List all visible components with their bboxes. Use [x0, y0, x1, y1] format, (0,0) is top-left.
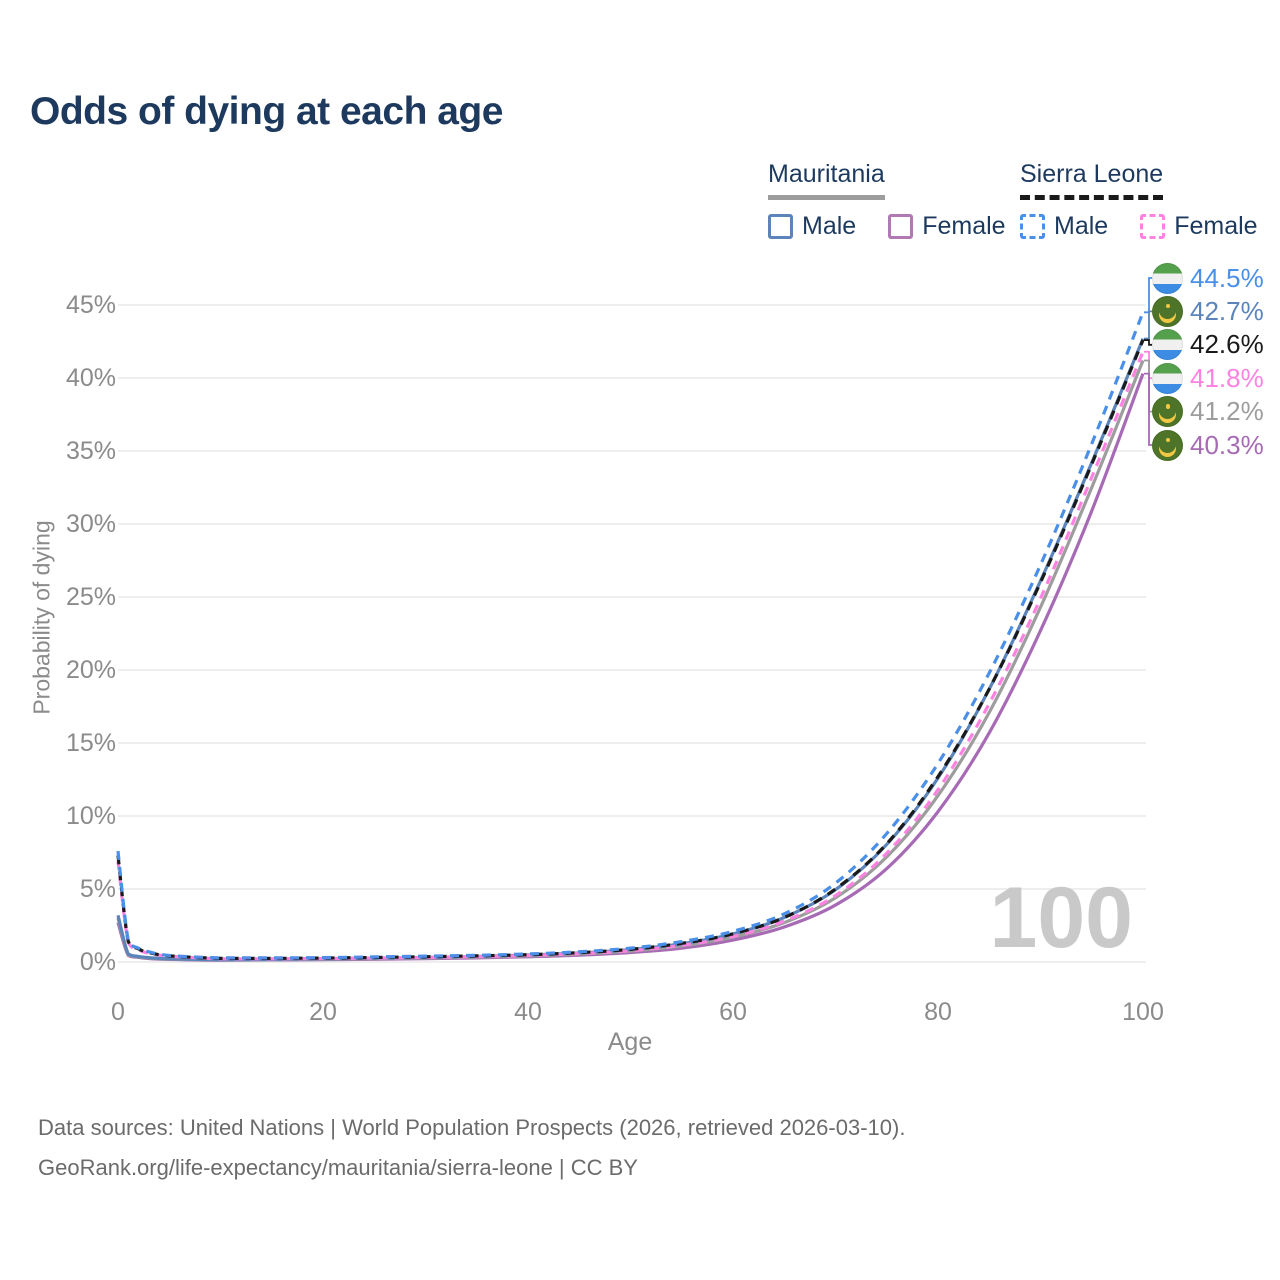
- connector-mr_both: [1144, 359, 1152, 413]
- end-value-label: 44.5%: [1190, 262, 1264, 293]
- legend-label-mauritania-male[interactable]: Male: [802, 212, 857, 240]
- legend-group-sierra-leone: Sierra Leone Male Female: [1020, 160, 1258, 241]
- x-tick-label: 40: [514, 998, 542, 1026]
- footer-sources: Data sources: United Nations | World Pop…: [38, 1115, 906, 1140]
- x-tick-label: 100: [1122, 998, 1164, 1026]
- end-label-sl_male: 44.5%: [1152, 262, 1264, 294]
- end-value-label: 42.6%: [1190, 329, 1264, 360]
- series-line-mr_male: [116, 337, 1145, 962]
- y-tick-label: 45%: [65, 291, 116, 319]
- series-line-sl_both: [116, 339, 1145, 960]
- legend-swatch-mauritania-female[interactable]: [888, 214, 914, 239]
- mauritania-flag-icon: [1152, 429, 1183, 461]
- y-tick-label: 30%: [65, 510, 116, 538]
- footer: Data sources: United Nations | World Pop…: [38, 1108, 905, 1188]
- flag-part: [1165, 303, 1170, 309]
- y-tick-label: 15%: [65, 729, 116, 757]
- sierra-leone-flag-icon: [1152, 329, 1183, 361]
- footer-url: GeoRank.org/life-expectancy/mauritania/s…: [38, 1155, 638, 1180]
- legend-swatch-mauritania-male[interactable]: [768, 214, 793, 239]
- connector-sl_both: [1144, 339, 1152, 346]
- y-axis-title: Probability of dying: [28, 520, 55, 715]
- legend-swatch-sierra-leone-female[interactable]: [1140, 214, 1166, 239]
- end-label-mr_female: 40.3%: [1152, 429, 1264, 461]
- end-value-label: 42.7%: [1190, 295, 1264, 326]
- flag-part: [1159, 402, 1176, 420]
- y-tick-label: 10%: [65, 802, 116, 830]
- mauritania-flag-icon: [1152, 295, 1183, 327]
- y-tick-label: 35%: [65, 437, 116, 465]
- end-value-label: 40.3%: [1190, 429, 1264, 460]
- end-label-mr_both: 41.2%: [1152, 396, 1264, 428]
- flag-part: [1165, 404, 1170, 409]
- flag-part: [1159, 301, 1176, 319]
- y-tick-label: 20%: [65, 656, 116, 684]
- series-line-sl_male: [116, 311, 1145, 960]
- legend-label-sierra-leone-male[interactable]: Male: [1054, 212, 1109, 240]
- x-tick-label: 0: [111, 998, 125, 1026]
- flag-part: [1159, 435, 1176, 453]
- flag-part: [1165, 437, 1170, 442]
- legend-label-mauritania-female[interactable]: Female: [922, 212, 1006, 240]
- end-label-sl_both: 42.6%: [1152, 329, 1264, 361]
- end-value-label: 41.8%: [1190, 362, 1264, 393]
- connector-mr_female: [1144, 372, 1152, 446]
- legend-group-mauritania: Mauritania Male Female: [768, 160, 1006, 241]
- y-tick-label: 40%: [65, 364, 116, 392]
- connector-mr_male: [1144, 310, 1152, 340]
- sierra-leone-flag-icon: [1152, 362, 1183, 394]
- y-tick-label: 5%: [79, 875, 116, 903]
- x-tick-label: 80: [924, 998, 952, 1026]
- age-counter-watermark: 100: [990, 870, 1134, 966]
- page-title: Odds of dying at each age: [30, 90, 503, 133]
- y-tick-label: 0%: [79, 948, 116, 976]
- mauritania-flag-icon: [1152, 396, 1183, 428]
- legend-country-sierra-leone: Sierra Leone: [1020, 160, 1164, 200]
- end-label-sl_female: 41.8%: [1152, 362, 1264, 394]
- x-tick-label: 60: [719, 998, 747, 1026]
- y-tick-label: 25%: [65, 583, 116, 611]
- legend-label-sierra-leone-female[interactable]: Female: [1174, 212, 1258, 240]
- gridlines: [118, 304, 1146, 963]
- x-axis-title: Age: [607, 1028, 653, 1056]
- end-label-mr_male: 42.7%: [1152, 295, 1264, 327]
- end-value-label: 41.2%: [1190, 396, 1264, 427]
- x-tick-label: 20: [309, 998, 337, 1026]
- end-label-connectors: [1144, 277, 1152, 446]
- connector-sl_male: [1144, 277, 1152, 314]
- sierra-leone-flag-icon: [1152, 262, 1183, 294]
- legend-swatch-sierra-leone-male[interactable]: [1020, 214, 1045, 239]
- legend-country-mauritania: Mauritania: [768, 160, 885, 200]
- series-line-sl_female: [116, 351, 1145, 961]
- series-curves: [116, 311, 1145, 962]
